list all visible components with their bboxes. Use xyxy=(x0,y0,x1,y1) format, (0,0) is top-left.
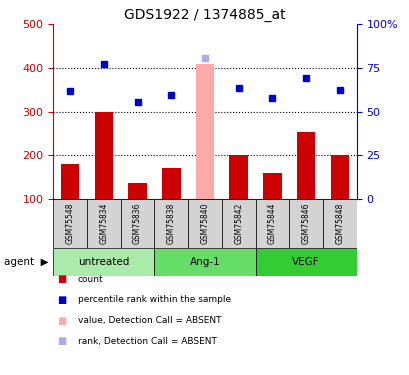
Bar xyxy=(162,168,180,199)
Bar xyxy=(322,199,356,248)
Bar xyxy=(195,64,214,199)
Text: GSM75834: GSM75834 xyxy=(99,202,108,244)
Text: value, Detection Call = ABSENT: value, Detection Call = ABSENT xyxy=(78,316,221,325)
Bar xyxy=(289,199,322,248)
Bar xyxy=(263,174,281,199)
Text: GSM75846: GSM75846 xyxy=(301,202,310,244)
Text: GSM75840: GSM75840 xyxy=(200,202,209,244)
Bar xyxy=(255,248,356,276)
Bar xyxy=(53,199,87,248)
Text: agent  ▶: agent ▶ xyxy=(4,256,49,267)
Text: ■: ■ xyxy=(57,295,67,305)
Text: ■: ■ xyxy=(57,336,67,346)
Title: GDS1922 / 1374885_at: GDS1922 / 1374885_at xyxy=(124,8,285,22)
Text: count: count xyxy=(78,275,103,284)
Text: GSM75848: GSM75848 xyxy=(335,202,344,244)
Bar xyxy=(221,199,255,248)
Text: GSM75838: GSM75838 xyxy=(166,202,175,244)
Bar xyxy=(87,199,120,248)
Bar xyxy=(330,155,348,199)
Bar xyxy=(154,248,255,276)
Text: ■: ■ xyxy=(57,274,67,284)
Text: GSM75548: GSM75548 xyxy=(65,202,74,244)
Text: GSM75844: GSM75844 xyxy=(267,202,276,244)
Bar xyxy=(229,155,247,199)
Bar xyxy=(188,199,221,248)
Bar xyxy=(53,248,154,276)
Text: VEGF: VEGF xyxy=(292,256,319,267)
Bar xyxy=(154,199,188,248)
Bar xyxy=(296,132,315,199)
Text: GSM75842: GSM75842 xyxy=(234,202,243,244)
Bar xyxy=(94,112,113,199)
Bar xyxy=(255,199,289,248)
Text: ■: ■ xyxy=(57,316,67,326)
Text: percentile rank within the sample: percentile rank within the sample xyxy=(78,296,230,304)
Text: rank, Detection Call = ABSENT: rank, Detection Call = ABSENT xyxy=(78,337,216,346)
Bar xyxy=(120,199,154,248)
Text: untreated: untreated xyxy=(78,256,129,267)
Bar xyxy=(61,164,79,199)
Bar xyxy=(128,183,146,199)
Text: Ang-1: Ang-1 xyxy=(189,256,220,267)
Text: GSM75836: GSM75836 xyxy=(133,202,142,244)
